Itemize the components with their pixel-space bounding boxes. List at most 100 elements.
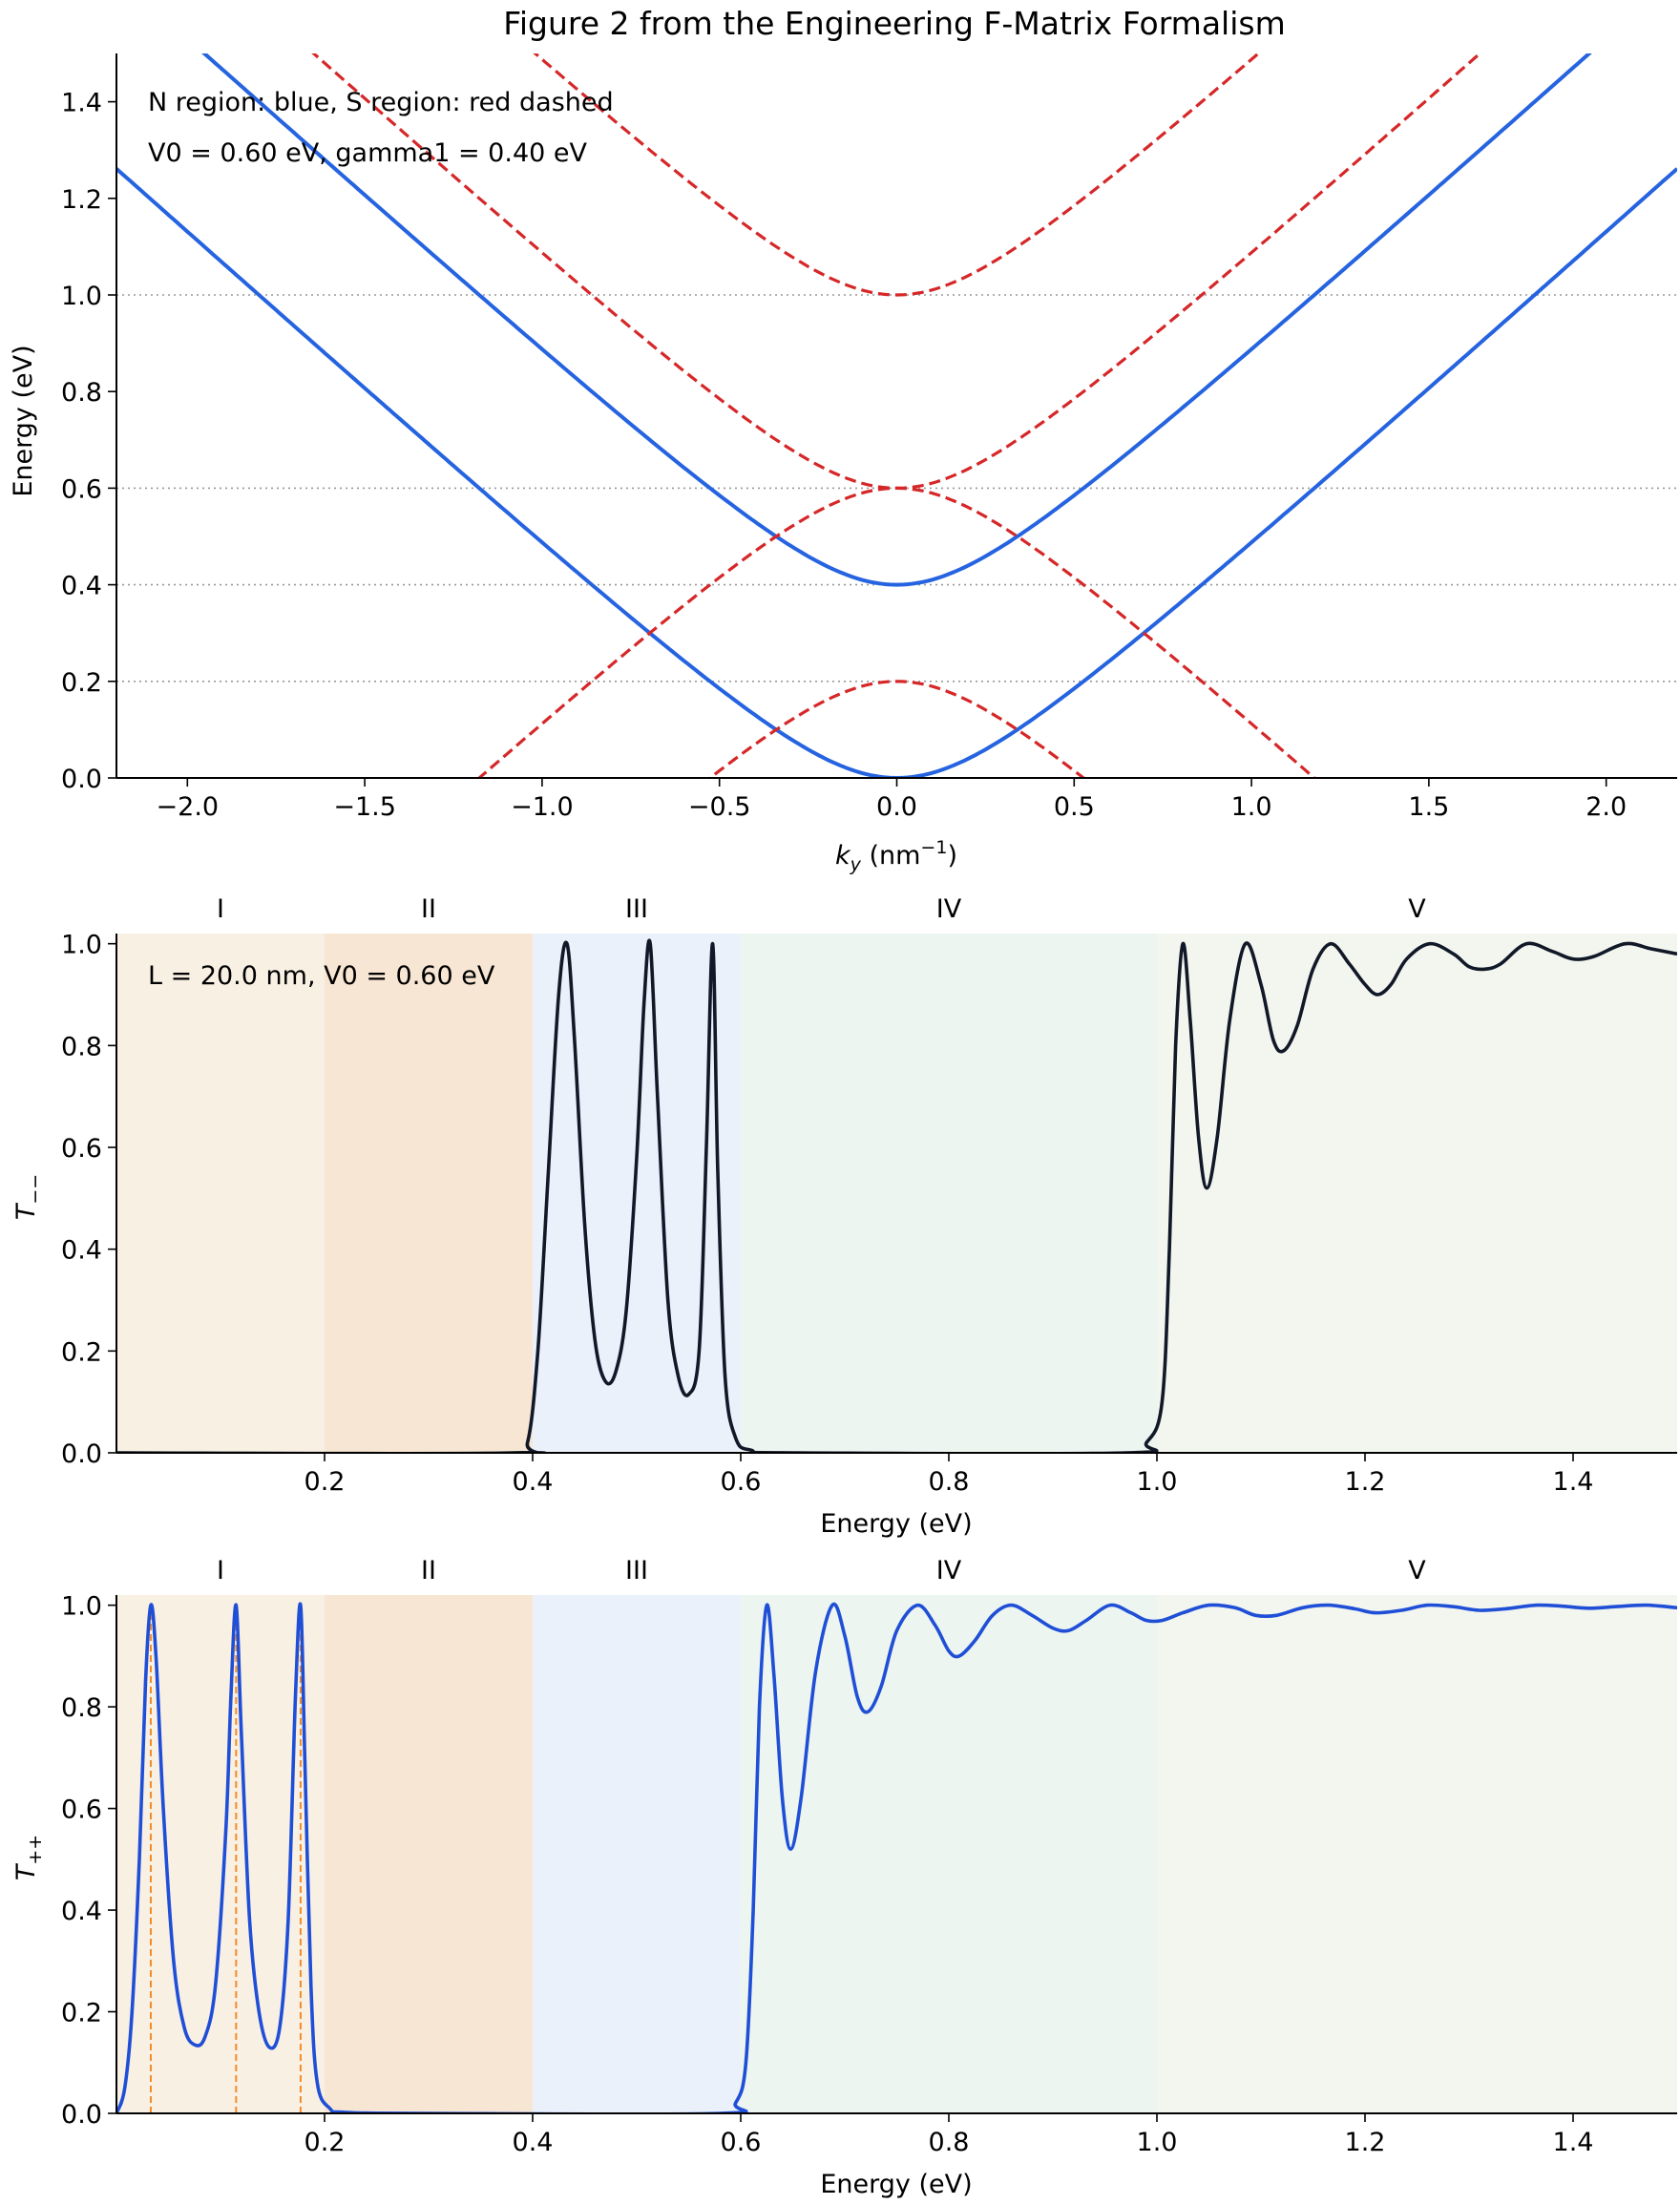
y-tick-label: 0.6 bbox=[61, 1134, 102, 1164]
band-x-label-k: k bbox=[835, 841, 851, 871]
y-tick-label: 1.0 bbox=[61, 1592, 102, 1622]
transmission-curve bbox=[116, 1602, 1677, 2113]
x-tick-label: −1.0 bbox=[511, 792, 574, 822]
x-tick-label: 0.2 bbox=[304, 1467, 346, 1497]
t-plus-y-label-t: T bbox=[11, 1862, 41, 1880]
region-label-I: I bbox=[217, 1556, 224, 1586]
x-tick-label: 1.5 bbox=[1408, 792, 1449, 822]
y-tick-label: 0.2 bbox=[61, 668, 102, 698]
t-minus-ticks: 0.2 0.4 0.6 0.8 1.0 1.2 1.4 0.0 0.2 0.4 0.6 0.8 1.0 bbox=[61, 931, 1593, 1497]
x-tick-label: 0.2 bbox=[304, 2128, 346, 2157]
region-band-II bbox=[325, 1595, 533, 2113]
x-tick-label: 0.8 bbox=[929, 1467, 970, 1497]
t-plus-ticks: 0.2 0.4 0.6 0.8 1.0 1.2 1.4 0.0 0.2 0.4 0.6 0.8 1.0 bbox=[61, 1592, 1593, 2157]
n-region-band-line bbox=[116, 167, 1677, 778]
transmission-curve bbox=[116, 938, 1677, 1453]
t-plus-y-label-sub: ++ bbox=[25, 1835, 46, 1865]
x-tick-label: 0.6 bbox=[721, 1467, 762, 1497]
x-tick-label: 1.2 bbox=[1345, 2128, 1386, 2157]
y-tick-label: 0.4 bbox=[61, 572, 102, 601]
t-plus-resonance-markers bbox=[149, 1605, 302, 2113]
band-annotation-legend: N region: blue, S region: red dashed bbox=[148, 88, 614, 117]
t-plus-panel: I II III IV V 0.2 0.4 0.6 0.8 1.0 1.2 1.40.00.20.4… bbox=[11, 1556, 1677, 2199]
x-tick-label: −2.0 bbox=[157, 792, 220, 822]
figure-title: Figure 2 from the Engineering F-Matrix F… bbox=[503, 5, 1285, 42]
t-minus-region-labels: I II III IV V bbox=[217, 894, 1426, 924]
region-band-V bbox=[1157, 1595, 1677, 2113]
x-tick-label: 0.5 bbox=[1054, 792, 1095, 822]
y-tick-label: 0.8 bbox=[61, 1032, 102, 1061]
x-tick-label: 1.0 bbox=[1137, 1467, 1178, 1497]
region-band-IV bbox=[741, 1595, 1157, 2113]
y-tick-label: 0.8 bbox=[61, 1693, 102, 1723]
y-tick-label: 0.2 bbox=[61, 1337, 102, 1367]
t-minus-axes bbox=[116, 934, 1677, 1454]
region-label-II: II bbox=[421, 894, 436, 924]
x-tick-label: 0.4 bbox=[513, 2128, 554, 2157]
x-tick-label: −0.5 bbox=[688, 792, 751, 822]
y-tick-label: 0.0 bbox=[61, 765, 102, 794]
x-tick-label: 1.4 bbox=[1553, 2128, 1594, 2157]
band-ticks: −2.0 −1.5 −1.0 −0.5 0.0 0.5 1.0 1.5 2.0 0.0 0.2 0.4… bbox=[61, 89, 1627, 822]
region-band-III bbox=[533, 1595, 741, 2113]
region-band-II bbox=[325, 934, 533, 1453]
y-tick-label: 0.0 bbox=[61, 1439, 102, 1469]
band-annotation-params: V0 = 0.60 eV, gamma1 = 0.40 eV bbox=[148, 138, 587, 168]
x-tick-label: 1.0 bbox=[1231, 792, 1272, 822]
x-tick-label: 0.6 bbox=[721, 2128, 762, 2157]
t-plus-axes bbox=[116, 1595, 1677, 2114]
t-plus-series bbox=[116, 1602, 1677, 2113]
t-plus-x-axis-label: Energy (eV) bbox=[820, 2170, 972, 2199]
x-tick-label: 1.2 bbox=[1345, 1467, 1386, 1497]
band-series bbox=[116, 53, 1677, 778]
region-label-III: III bbox=[625, 1556, 648, 1586]
x-tick-label: 0.8 bbox=[929, 2128, 970, 2157]
x-tick-label: 1.4 bbox=[1553, 1467, 1594, 1497]
y-tick-label: 0.4 bbox=[61, 1897, 102, 1926]
t-minus-annotation: L = 20.0 nm, V0 = 0.60 eV bbox=[148, 961, 495, 991]
y-tick-label: 0.2 bbox=[61, 1999, 102, 2028]
x-tick-label: 0.0 bbox=[876, 792, 917, 822]
t-plus-region-labels: I II III IV V bbox=[217, 1556, 1426, 1586]
region-label-V: V bbox=[1408, 894, 1426, 924]
band-structure-panel: −2.0 −1.5 −1.0 −0.5 0.0 0.5 1.0 1.5 2.0 0.0 0.2 0.4… bbox=[9, 53, 1677, 875]
y-tick-label: 0.0 bbox=[61, 2100, 102, 2130]
s-region-band-line bbox=[533, 53, 1261, 297]
s-region-band-line bbox=[476, 486, 1317, 778]
y-tick-label: 1.0 bbox=[61, 282, 102, 311]
t-minus-region-shading bbox=[116, 934, 1677, 1453]
region-label-III: III bbox=[625, 894, 648, 924]
region-band-I bbox=[116, 934, 325, 1453]
t-minus-x-axis-label: Energy (eV) bbox=[820, 1509, 972, 1539]
y-tick-label: 1.4 bbox=[61, 89, 102, 118]
t-minus-y-label-sub: −− bbox=[25, 1174, 46, 1205]
region-label-IV: IV bbox=[936, 1556, 962, 1586]
y-tick-label: 0.4 bbox=[61, 1236, 102, 1266]
n-region-band-line bbox=[201, 53, 1592, 587]
y-tick-label: 0.8 bbox=[61, 378, 102, 408]
band-x-label-sub: y bbox=[850, 854, 862, 875]
y-tick-label: 0.6 bbox=[61, 1796, 102, 1825]
region-label-II: II bbox=[421, 1556, 436, 1586]
x-tick-label: 1.0 bbox=[1137, 2128, 1178, 2157]
region-label-V: V bbox=[1408, 1556, 1426, 1586]
band-x-axis-label: ky (nm−1) bbox=[835, 837, 957, 875]
t-plus-region-shading bbox=[116, 1595, 1677, 2113]
band-x-label-unit-close: ) bbox=[947, 841, 957, 871]
x-tick-label: 0.4 bbox=[513, 1467, 554, 1497]
t-minus-y-label-t: T bbox=[11, 1202, 41, 1220]
band-x-label-unit-sup: −1 bbox=[920, 837, 947, 858]
t-minus-series bbox=[116, 938, 1677, 1453]
y-tick-label: 0.6 bbox=[61, 474, 102, 504]
x-tick-label: 2.0 bbox=[1586, 792, 1627, 822]
band-x-label-unit: (nm bbox=[861, 841, 921, 871]
t-plus-y-axis-label: T++ bbox=[11, 1835, 46, 1880]
y-tick-label: 1.2 bbox=[61, 185, 102, 215]
band-y-axis-label: Energy (eV) bbox=[9, 345, 38, 496]
region-band-IV bbox=[741, 934, 1157, 1453]
region-band-V bbox=[1157, 934, 1677, 1453]
t-minus-y-axis-label: T−− bbox=[11, 1174, 46, 1220]
y-tick-label: 1.0 bbox=[61, 931, 102, 960]
x-tick-label: −1.5 bbox=[333, 792, 396, 822]
